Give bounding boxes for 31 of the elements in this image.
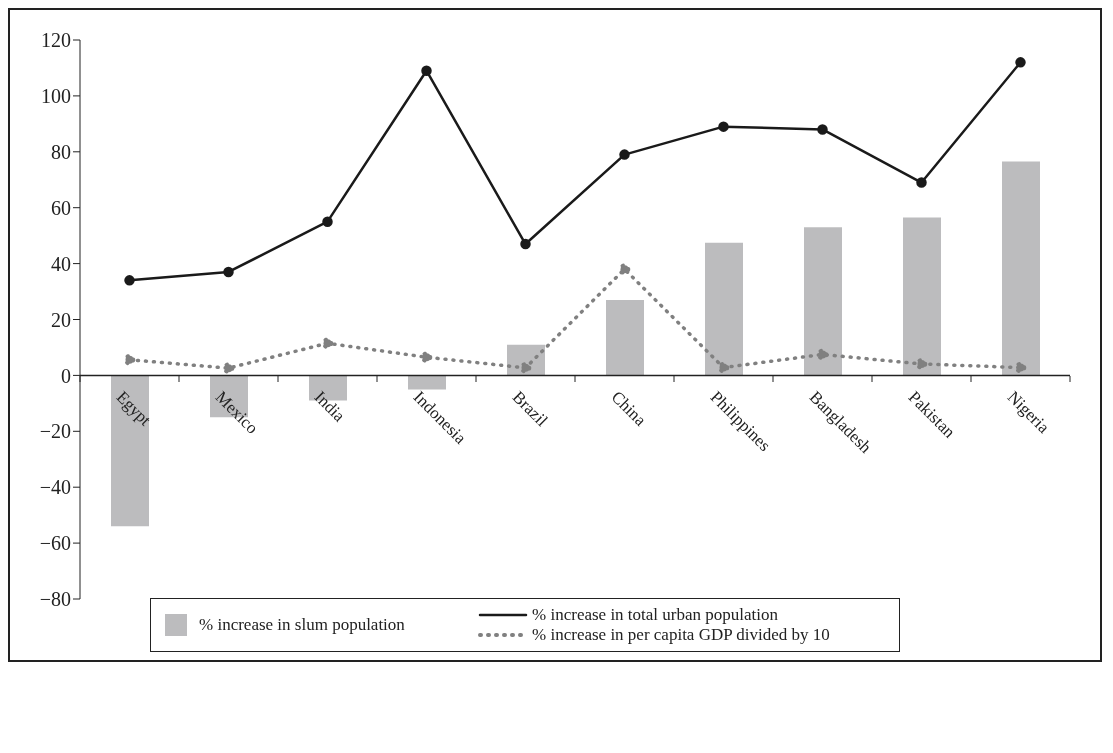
point bbox=[223, 266, 234, 278]
bar bbox=[111, 375, 149, 527]
y-tick-label: 0 bbox=[61, 364, 71, 387]
y-tick-label: 20 bbox=[51, 308, 71, 331]
legend-label: % increase in total urban population bbox=[532, 605, 778, 625]
y-tick-label: 40 bbox=[51, 252, 71, 275]
point bbox=[817, 124, 828, 135]
point bbox=[124, 275, 135, 286]
legend-label: % increase in slum population bbox=[199, 615, 405, 635]
y-tick-label: 100 bbox=[41, 85, 71, 107]
bar bbox=[705, 242, 743, 376]
y-tick-label: −80 bbox=[39, 588, 71, 611]
legend-label: % increase in per capita GDP divided by 10 bbox=[532, 625, 830, 645]
y-tick-label: −60 bbox=[39, 532, 71, 555]
bar bbox=[408, 375, 446, 390]
bar bbox=[903, 217, 941, 376]
bar bbox=[804, 227, 842, 376]
y-tick-label: 80 bbox=[51, 140, 71, 163]
y-tick-label: −20 bbox=[39, 420, 71, 443]
y-tick-label: 120 bbox=[41, 29, 71, 52]
point bbox=[619, 149, 630, 160]
point bbox=[322, 216, 333, 227]
point bbox=[718, 121, 729, 132]
bar bbox=[1002, 161, 1040, 376]
point bbox=[1015, 57, 1026, 68]
point bbox=[520, 238, 531, 250]
point bbox=[916, 177, 927, 188]
bar bbox=[606, 299, 644, 376]
y-tick-label: −40 bbox=[39, 476, 71, 499]
point bbox=[421, 65, 432, 76]
y-tick-label: 60 bbox=[51, 196, 71, 219]
